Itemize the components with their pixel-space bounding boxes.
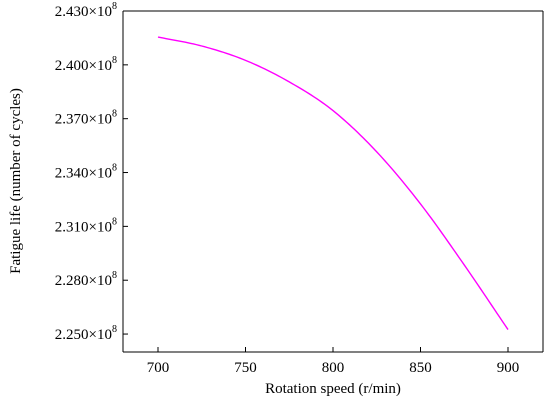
x-tick-label: 850 — [409, 360, 432, 376]
x-tick-label: 900 — [497, 360, 520, 376]
y-tick-label: 2.430×108 — [55, 1, 117, 20]
y-tick-label: 2.340×108 — [55, 163, 117, 182]
series-layer — [157, 36, 509, 330]
plot-frame — [122, 10, 544, 353]
x-tick-label: 800 — [322, 360, 345, 376]
x-tick-label: 750 — [234, 360, 257, 376]
fatigue-life-series-line — [157, 36, 509, 330]
x-axis-title: Rotation speed (r/min) — [265, 381, 401, 397]
x-ticks: 700 750 800 850 900 — [147, 347, 520, 376]
y-tick-label: 2.370×108 — [55, 109, 117, 128]
y-tick-label: 2.400×108 — [55, 55, 117, 74]
y-tick-label: 2.250×108 — [55, 324, 117, 343]
y-tick-label: 2.280×108 — [55, 270, 117, 289]
y-ticks: 2.250×108 2.280×108 2.310×108 2.340×108 2.37… — [55, 1, 128, 343]
x-tick-label: 700 — [147, 360, 170, 376]
y-tick-label: 2.310×108 — [55, 216, 117, 235]
y-axis-title: Fatigue life (number of cycles) — [8, 88, 24, 274]
